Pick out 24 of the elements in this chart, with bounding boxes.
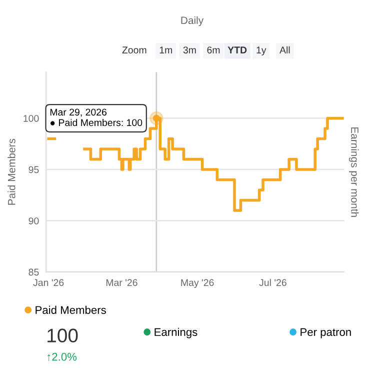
legend-label: Paid Members: [36, 306, 106, 314]
text: ↑2.0%: [48, 352, 77, 361]
legend-label: Earnings: [154, 328, 198, 338]
text: YTD: [228, 46, 247, 54]
x-tick-label: Jan '26: [33, 279, 64, 286]
x-tick-label: Mar '26: [106, 279, 138, 286]
legend-label: Per patron: [300, 328, 351, 338]
x-tick-label: Jul '26: [259, 278, 286, 286]
y2-axis-title: Earnings per month: [349, 127, 359, 217]
y-tick-label: 90: [28, 217, 39, 224]
text: All: [280, 46, 290, 54]
text: 1y: [256, 46, 266, 56]
text: 3m: [183, 46, 196, 54]
text: Zoom: [122, 46, 146, 54]
text: 100: [48, 328, 78, 342]
text: 6m: [207, 46, 220, 54]
y-tick-label: 95: [28, 166, 39, 174]
y-tick-label: 100: [24, 114, 39, 122]
x-tick-label: May '26: [181, 279, 214, 288]
chart-subtitle: Daily: [181, 16, 204, 26]
y-axis-title: Paid Members: [8, 138, 16, 205]
text: 1m: [160, 46, 172, 54]
annotation: Mar 29, 2026 ● Paid Members: 100: [50, 108, 142, 126]
y-tick-label: 85: [28, 268, 39, 276]
